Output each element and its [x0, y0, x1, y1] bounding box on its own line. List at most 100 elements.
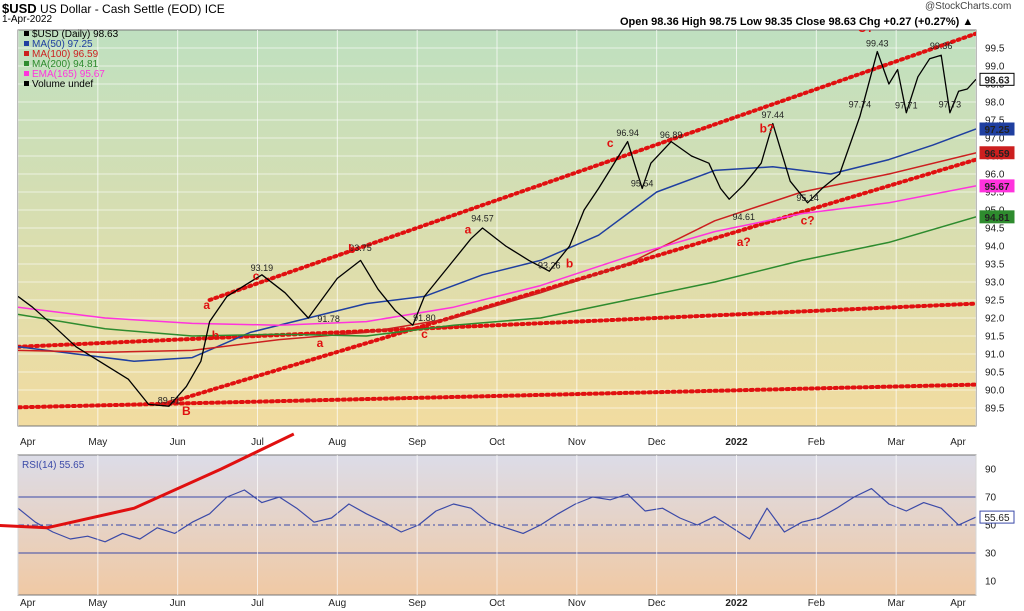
legend-entry: Volume undef	[32, 79, 93, 90]
price-annotation: 97.44	[762, 110, 785, 120]
legend-swatch	[24, 41, 29, 46]
price-tag-label: 96.59	[984, 149, 1009, 160]
y-tick-label: 93.5	[985, 260, 1005, 271]
x-tick-label: Aug	[328, 437, 346, 448]
x-tick-label: May	[88, 437, 107, 448]
y-tick-label: 97.0	[985, 134, 1005, 145]
rsi-y-tick-label: 70	[985, 493, 997, 504]
y-tick-label: 90.0	[985, 386, 1005, 397]
legend-entry: MA(100) 96.59	[32, 49, 99, 60]
price-tag	[979, 179, 1015, 193]
wave-label: C?	[858, 21, 874, 35]
rsi-x-tick-label: Jun	[170, 598, 186, 609]
rsi-x-tick-label: Sep	[408, 598, 426, 609]
x-tick-label: Sep	[408, 437, 426, 448]
legend-swatch	[24, 31, 29, 36]
y-tick-label: 91.0	[985, 350, 1005, 361]
x-tick-label: Apr	[950, 437, 966, 448]
legend-swatch	[24, 61, 29, 66]
rsi-x-tick-label: Apr	[950, 598, 966, 609]
ema165-series	[18, 185, 976, 326]
price-annotation: 91.80	[413, 313, 436, 323]
rsi-value-tag	[979, 510, 1015, 524]
y-tick-label: 91.5	[985, 332, 1005, 343]
price-annotation: 89.51	[158, 396, 181, 406]
channel-line	[18, 301, 976, 349]
x-tick-label: Mar	[888, 437, 906, 448]
rsi-x-tick-label: Oct	[489, 598, 505, 609]
price-annotation: 99.36	[930, 41, 953, 51]
wave-label: a	[465, 222, 472, 236]
price-annotation: 97.74	[849, 99, 872, 109]
x-tick-label: Apr	[20, 437, 36, 448]
price-annotation: 94.57	[471, 213, 494, 223]
price-tag-label: 97.25	[984, 125, 1009, 136]
wave-label: B	[182, 404, 191, 418]
y-tick-label: 89.5	[985, 404, 1005, 415]
price-annotation: 99.43	[866, 39, 889, 49]
rsi-y-tick-label: 10	[985, 577, 997, 588]
rsi-x-tick-label: Dec	[648, 598, 666, 609]
rsi-x-tick-label: Aug	[328, 598, 346, 609]
price-tag-label: 98.63	[984, 75, 1009, 86]
ma100-series	[18, 152, 976, 353]
x-tick-label: Jul	[251, 437, 264, 448]
rsi-value-tag-label: 55.65	[984, 513, 1009, 524]
x-tick-label: Feb	[808, 437, 826, 448]
y-tick-label: 92.0	[985, 314, 1005, 325]
wave-label: b?	[760, 122, 775, 136]
price-annotation: 96.94	[616, 128, 639, 138]
wave-label: b	[566, 257, 573, 271]
legend-entry: $USD (Daily) 98.63	[32, 29, 119, 40]
x-tick-label: Jun	[170, 437, 186, 448]
rsi-x-tick-label: Feb	[808, 598, 826, 609]
legend-entry: MA(50) 97.25	[32, 39, 93, 50]
y-tick-label: 94.5	[985, 224, 1005, 235]
wave-label: a	[203, 298, 210, 312]
y-tick-label: 93.0	[985, 278, 1005, 289]
rsi-x-tick-label: Mar	[888, 598, 906, 609]
y-tick-label: 96.0	[985, 170, 1005, 181]
price-annotation: 91.78	[317, 314, 340, 324]
price-tag	[979, 210, 1015, 224]
legend-entry: EMA(165) 95.67	[32, 69, 105, 80]
rsi-x-tick-label: May	[88, 598, 107, 609]
price-annotation: 96.89	[660, 130, 683, 140]
price-annotation: 94.61	[732, 212, 755, 222]
rsi-x-tick-label: 2022	[725, 598, 748, 609]
y-tick-label: 98.0	[985, 98, 1005, 109]
legend-swatch	[24, 81, 29, 86]
y-tick-label: 97.5	[985, 116, 1005, 127]
ohlc-readout: Open 98.36 High 98.75 Low 98.35 Close 98…	[620, 16, 974, 28]
price-tag-label: 94.81	[984, 213, 1009, 224]
wave-label: a?	[737, 235, 751, 249]
rsi-y-tick-label: 30	[985, 549, 997, 560]
price-tag	[979, 72, 1015, 86]
overlay-arc	[0, 432, 295, 530]
price-series	[18, 50, 976, 407]
legend-swatch	[24, 51, 29, 56]
rsi-x-tick-label: Apr	[20, 598, 36, 609]
price-annotation: 95.54	[631, 179, 654, 189]
wave-label: c	[253, 269, 260, 283]
price-annotation: 97.71	[895, 100, 918, 110]
wave-label: c	[421, 327, 428, 341]
price-tag	[979, 122, 1015, 136]
wave-label: b	[212, 329, 219, 343]
rsi-x-tick-label: Nov	[568, 598, 586, 609]
rsi-y-tick-label: 50	[985, 521, 997, 532]
channel-line	[161, 157, 976, 407]
price-annotation: 93.75	[349, 243, 372, 253]
legend-swatch	[24, 71, 29, 76]
legend-entry: MA(200) 94.81	[32, 59, 99, 70]
rsi-title: RSI(14) 55.65	[22, 460, 85, 471]
y-tick-label: 90.5	[985, 368, 1005, 379]
wave-label: a	[317, 336, 324, 350]
y-tick-label: 99.5	[985, 44, 1005, 55]
price-annotation: 93.26	[538, 261, 561, 271]
y-tick-label: 95.5	[985, 188, 1005, 199]
ma200-series	[18, 216, 976, 337]
chart-date: 1-Apr-2022	[2, 14, 53, 25]
wave-label: b	[348, 242, 355, 256]
